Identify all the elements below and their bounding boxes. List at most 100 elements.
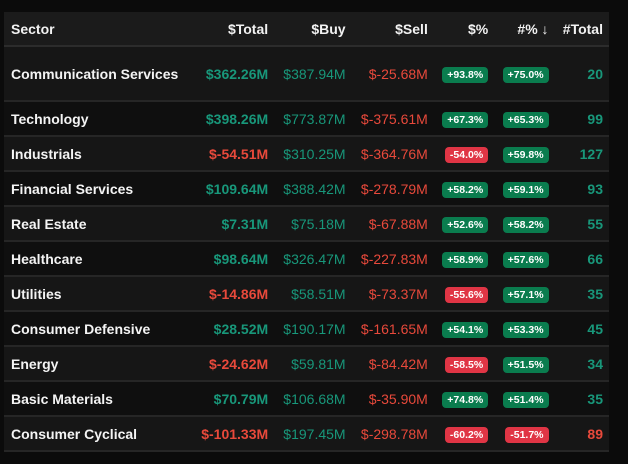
count-total-value: 20 (554, 46, 609, 102)
table-row[interactable]: Consumer Defensive $28.52M $190.17M $-16… (4, 311, 609, 347)
pct-cell: -58.5% (433, 346, 495, 382)
total-value: $398.26M (191, 101, 275, 137)
buy-value: $190.17M (274, 311, 352, 347)
header-buy[interactable]: $Buy (274, 12, 352, 47)
count-pct-cell: +65.3% (494, 101, 555, 137)
header-count-pct[interactable]: #% ↓ (494, 12, 555, 47)
pct-badge: -55.6% (444, 286, 489, 303)
count-pct-badge: +57.6% (502, 251, 549, 268)
table-row[interactable]: Industrials $-54.51M $310.25M $-364.76M … (4, 136, 609, 172)
pct-cell: +74.8% (433, 381, 495, 417)
pct-cell: +54.1% (433, 311, 495, 347)
table-row[interactable]: Communication Services $362.26M $387.94M… (4, 46, 609, 102)
sector-name: Basic Materials (4, 381, 192, 417)
count-pct-cell: +59.1% (494, 171, 555, 207)
count-total-value: 35 (554, 276, 609, 312)
table-row[interactable]: Utilities $-14.86M $58.51M $-73.37M -55.… (4, 276, 609, 312)
count-pct-cell: +53.3% (494, 311, 555, 347)
header-count-total[interactable]: #Total (554, 12, 609, 47)
sell-value: $-73.37M (351, 276, 434, 312)
buy-value: $59.81M (274, 346, 352, 382)
count-total-value: 127 (554, 136, 609, 172)
buy-value: $106.68M (274, 381, 352, 417)
sell-value: $-35.90M (351, 381, 434, 417)
total-value: $-101.33M (191, 416, 275, 452)
sector-name: Technology (4, 101, 192, 137)
sell-value: $-161.65M (351, 311, 434, 347)
count-pct-cell: +51.5% (494, 346, 555, 382)
pct-cell: -54.0% (433, 136, 495, 172)
total-value: $-54.51M (191, 136, 275, 172)
table-row[interactable]: Technology $398.26M $773.87M $-375.61M +… (4, 101, 609, 137)
total-value: $70.79M (191, 381, 275, 417)
header-pct[interactable]: $% (433, 12, 495, 47)
count-total-value: 66 (554, 241, 609, 277)
count-pct-badge: -51.7% (505, 426, 549, 443)
total-value: $98.64M (191, 241, 275, 277)
table-row[interactable]: Financial Services $109.64M $388.42M $-2… (4, 171, 609, 207)
table-row[interactable]: Energy $-24.62M $59.81M $-84.42M -58.5% … (4, 346, 609, 382)
buy-value: $197.45M (274, 416, 352, 452)
count-total-value: 93 (554, 171, 609, 207)
sell-value: $-278.79M (351, 171, 434, 207)
table-row[interactable]: Basic Materials $70.79M $106.68M $-35.90… (4, 381, 609, 417)
count-pct-badge: +65.3% (502, 111, 549, 128)
total-value: $28.52M (191, 311, 275, 347)
sector-name: Consumer Cyclical (4, 416, 192, 452)
sell-value: $-227.83M (351, 241, 434, 277)
pct-badge: +74.8% (442, 391, 489, 408)
sell-value: $-25.68M (351, 46, 434, 102)
buy-value: $387.94M (274, 46, 352, 102)
buy-value: $75.18M (274, 206, 352, 242)
count-pct-badge: +53.3% (502, 321, 549, 338)
count-total-value: 99 (554, 101, 609, 137)
sell-value: $-364.76M (351, 136, 434, 172)
count-total-value: 34 (554, 346, 609, 382)
sector-name: Industrials (4, 136, 192, 172)
count-pct-badge: +51.5% (502, 356, 549, 373)
count-pct-badge: +59.8% (502, 146, 549, 163)
count-pct-cell: +75.0% (494, 46, 555, 102)
sell-value: $-84.42M (351, 346, 434, 382)
buy-value: $310.25M (274, 136, 352, 172)
pct-badge: -60.2% (444, 426, 489, 443)
pct-badge: +54.1% (442, 321, 489, 338)
pct-badge: +52.6% (442, 216, 489, 233)
header-sector[interactable]: Sector (4, 12, 192, 47)
header-row: Sector $Total $Buy $Sell $% #% ↓ #Total (4, 12, 609, 47)
pct-cell: -60.2% (433, 416, 495, 452)
header-total[interactable]: $Total (191, 12, 275, 47)
total-value: $109.64M (191, 171, 275, 207)
count-total-value: 35 (554, 381, 609, 417)
pct-badge: +58.9% (442, 251, 489, 268)
sector-name: Financial Services (4, 171, 192, 207)
count-pct-badge: +59.1% (502, 181, 549, 198)
count-pct-cell: +57.1% (494, 276, 555, 312)
count-pct-cell: -51.7% (494, 416, 555, 452)
buy-value: $326.47M (274, 241, 352, 277)
sector-flow-table: Sector $Total $Buy $Sell $% #% ↓ #Total … (4, 12, 609, 452)
header-sell[interactable]: $Sell (351, 12, 434, 47)
pct-badge: +58.2% (442, 181, 489, 198)
sort-desc-icon: ↓ (541, 20, 549, 37)
total-value: $-24.62M (191, 346, 275, 382)
pct-badge: -54.0% (444, 146, 489, 163)
count-pct-badge: +75.0% (502, 66, 549, 83)
table-row[interactable]: Real Estate $7.31M $75.18M $-67.88M +52.… (4, 206, 609, 242)
total-value: $7.31M (191, 206, 275, 242)
table-row[interactable]: Healthcare $98.64M $326.47M $-227.83M +5… (4, 241, 609, 277)
header-count-pct-label: #% (517, 20, 538, 37)
count-total-value: 45 (554, 311, 609, 347)
count-pct-cell: +58.2% (494, 206, 555, 242)
count-pct-cell: +51.4% (494, 381, 555, 417)
table-row[interactable]: Consumer Cyclical $-101.33M $197.45M $-2… (4, 416, 609, 452)
sector-name: Consumer Defensive (4, 311, 192, 347)
buy-value: $58.51M (274, 276, 352, 312)
count-total-value: 55 (554, 206, 609, 242)
pct-cell: +67.3% (433, 101, 495, 137)
pct-badge: +67.3% (442, 111, 489, 128)
pct-cell: -55.6% (433, 276, 495, 312)
total-value: $-14.86M (191, 276, 275, 312)
sector-name: Healthcare (4, 241, 192, 277)
sell-value: $-298.78M (351, 416, 434, 452)
